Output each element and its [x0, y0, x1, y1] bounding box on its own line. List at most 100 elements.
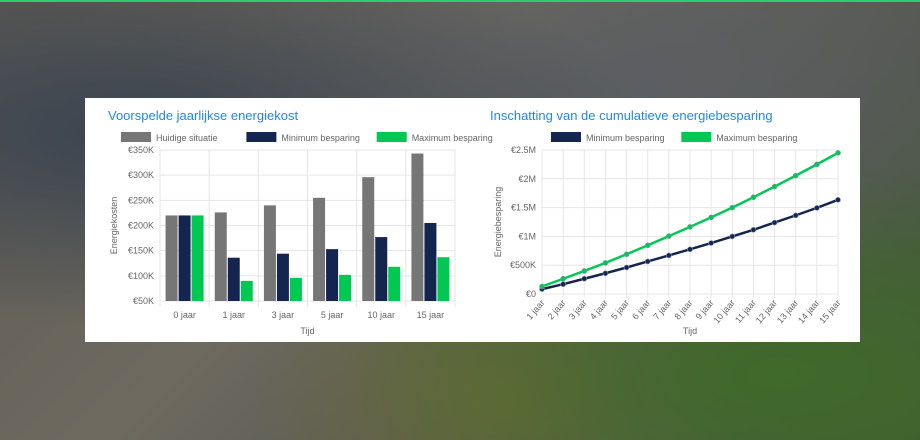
point-maximum-besparing — [771, 183, 778, 190]
point-minimum-besparing — [835, 197, 841, 203]
x-tick-label: 8 jaar — [672, 298, 694, 322]
y-tick-label: €250K — [128, 195, 154, 205]
legend-swatch — [121, 132, 151, 142]
point-minimum-besparing — [602, 270, 609, 277]
y-tick-label: €150K — [128, 246, 154, 256]
x-tick-label: 5 jaar — [321, 310, 344, 320]
point-maximum-besparing — [644, 242, 651, 249]
point-minimum-besparing — [666, 252, 672, 259]
x-axis-title: Tijd — [300, 326, 314, 336]
x-tick-label: 5 jaar — [609, 298, 631, 322]
legend-swatch — [681, 132, 712, 142]
x-tick-label: 15 jaar — [817, 298, 842, 326]
x-tick-label: 13 jaar — [775, 298, 800, 326]
bar-chart: €50K €100K €150K €200K €250K €300K €350K 0 jaar… — [109, 132, 493, 336]
y-tick-label: €350K — [128, 145, 154, 155]
bar-chart-title: Voorspelde jaarlijkse energiekost — [108, 108, 299, 123]
x-tick-label: 15 jaar — [417, 310, 445, 320]
x-tick-label: 11 jaar — [733, 298, 758, 325]
point-minimum-besparing — [729, 233, 736, 240]
bar-minimum-besparing — [276, 253, 289, 301]
top-accent-line — [0, 0, 920, 2]
x-tick-label: 10 jaar — [711, 298, 736, 326]
y-tick-label: €50K — [133, 296, 154, 306]
y-axis-title: Energiebesparing — [493, 187, 503, 258]
line-chart-title: Inschatting van de cumulatieve energiebe… — [490, 108, 773, 123]
x-tick-label: 0 jaar — [173, 310, 196, 320]
point-maximum-besparing — [560, 275, 566, 282]
point-maximum-besparing — [539, 283, 545, 290]
x-tick-label: 2 jaar — [546, 298, 568, 322]
bar-huidige-situatie — [362, 177, 375, 301]
y-tick-label: €1M — [518, 231, 536, 241]
point-minimum-besparing — [792, 212, 799, 219]
bar-maximum-besparing — [289, 277, 302, 301]
legend-label: Maximum besparing — [412, 133, 493, 143]
bar-maximum-besparing — [388, 266, 401, 301]
y-tick-label: €500K — [510, 260, 536, 270]
bar-minimum-besparing — [424, 222, 437, 301]
y-tick-label: €0 — [526, 289, 536, 299]
y-tick-label: €200K — [128, 221, 154, 231]
legend-label: Minimum besparing — [281, 133, 360, 143]
y-tick-label: €100K — [128, 271, 154, 281]
bar-maximum-besparing — [339, 274, 352, 301]
x-tick-label: 3 jaar — [567, 298, 589, 322]
point-maximum-besparing — [729, 204, 736, 211]
x-tick-label: 6 jaar — [630, 298, 652, 322]
point-maximum-besparing — [666, 233, 672, 239]
bar-maximum-besparing — [437, 257, 450, 301]
y-tick-label: €2M — [518, 174, 536, 184]
point-maximum-besparing — [835, 150, 841, 156]
bar-maximum-besparing — [191, 215, 204, 301]
point-minimum-besparing — [771, 219, 778, 226]
point-maximum-besparing — [750, 194, 757, 201]
point-minimum-besparing — [581, 275, 588, 282]
x-tick-label: 4 jaar — [588, 298, 610, 322]
x-tick-label: 7 jaar — [651, 298, 673, 322]
point-minimum-besparing — [708, 240, 714, 246]
bar-maximum-besparing — [240, 280, 253, 301]
point-maximum-besparing — [623, 251, 630, 258]
point-minimum-besparing — [750, 226, 757, 233]
point-maximum-besparing — [708, 214, 714, 221]
x-tick-label: 1 jaar — [222, 310, 245, 320]
bar-minimum-besparing — [227, 257, 240, 301]
point-minimum-besparing — [687, 246, 693, 253]
charts-panel: Voorspelde jaarlijkse energiekost Inscha… — [85, 98, 860, 342]
bar-huidige-situatie — [165, 215, 178, 301]
bar-huidige-situatie — [313, 197, 326, 301]
legend-swatch — [376, 132, 407, 142]
bar-minimum-besparing — [375, 237, 388, 301]
legend-swatch — [551, 132, 581, 142]
legend-swatch — [246, 132, 277, 142]
legend-label: Huidige situatie — [156, 133, 218, 143]
x-tick-label: 1 jaar — [524, 298, 546, 322]
x-tick-label: 14 jaar — [796, 298, 821, 326]
bar-minimum-besparing — [326, 249, 339, 301]
point-minimum-besparing — [814, 205, 820, 211]
point-minimum-besparing — [623, 264, 630, 271]
line-chart: €0 €500K €1M €1.5M €2M €2.5M 1 jaar 2 jaar 3 jaa… — [493, 132, 843, 336]
point-maximum-besparing — [581, 268, 588, 274]
y-tick-label: €300K — [128, 170, 154, 180]
point-maximum-besparing — [687, 224, 693, 230]
point-maximum-besparing — [602, 260, 609, 266]
bar-huidige-situatie — [263, 205, 276, 301]
point-minimum-besparing — [644, 258, 651, 265]
y-tick-label: €1.5M — [511, 203, 536, 213]
bar-huidige-situatie — [214, 212, 227, 301]
point-maximum-besparing — [814, 161, 820, 168]
y-axis-title: Energiekosten — [109, 197, 119, 255]
bar-minimum-besparing — [178, 215, 191, 301]
x-axis-title: Tijd — [683, 326, 697, 336]
legend-label: Maximum besparing — [716, 133, 797, 143]
x-tick-label: 10 jaar — [367, 310, 395, 320]
point-minimum-besparing — [560, 281, 566, 288]
y-tick-label: €2.5M — [511, 145, 536, 155]
x-tick-label: 12 jaar — [754, 298, 779, 326]
bar-huidige-situatie — [411, 153, 424, 301]
x-tick-label: 3 jaar — [272, 310, 295, 320]
legend-label: Minimum besparing — [586, 133, 665, 143]
point-maximum-besparing — [792, 172, 799, 179]
